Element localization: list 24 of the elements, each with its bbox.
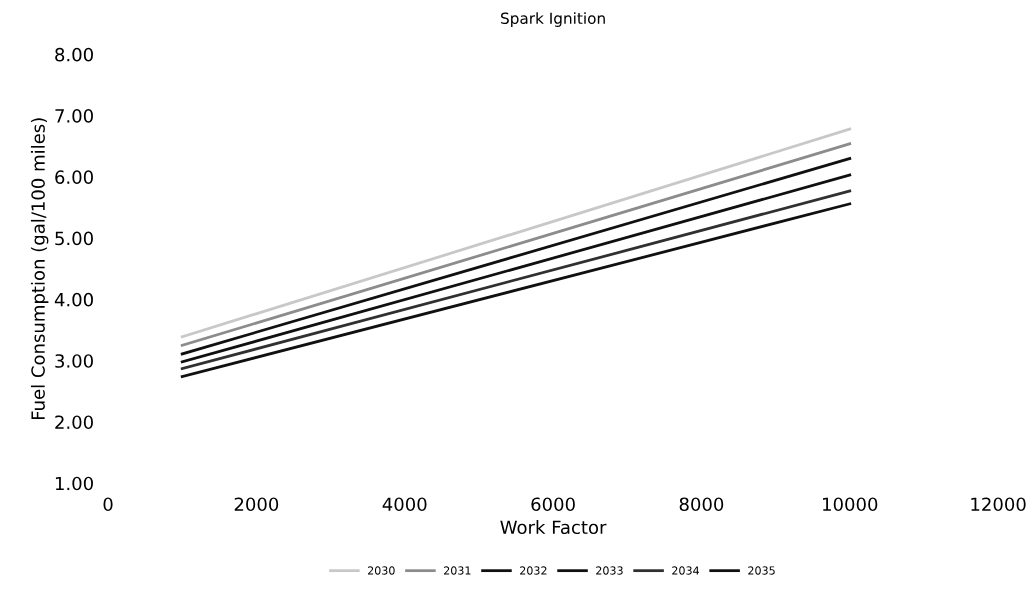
y-tick-label: 8.00: [55, 47, 93, 62]
x-tick-label: 6000: [531, 497, 575, 512]
x-tick-label: 12000: [971, 497, 1026, 512]
x-tick-label: 0: [103, 497, 113, 512]
legend-label: 2031: [444, 566, 471, 575]
x-tick-label: 2000: [234, 497, 279, 512]
legend-label: 2034: [672, 566, 700, 575]
y-axis-title: Fuel Consumption (gal/100 miles): [30, 118, 49, 420]
x-tick-label: 8000: [679, 497, 724, 512]
y-tick-label: 1.00: [55, 476, 93, 491]
y-tick-label: 6.00: [55, 170, 93, 184]
legend-label: 2030: [367, 566, 395, 575]
y-tick-label: 3.00: [55, 354, 93, 368]
y-tick-label: 5.00: [55, 231, 93, 246]
y-tick-label: 7.00: [55, 109, 93, 123]
y-tick-label: 2.00: [55, 415, 93, 430]
chart-title: Spark Ignition: [501, 12, 605, 27]
legend-label: 2035: [748, 566, 775, 575]
y-tick-label: 4.00: [54, 292, 93, 307]
x-axis-title: Work Factor: [500, 520, 607, 535]
legend-label: 2033: [596, 566, 623, 575]
legend-label: 2032: [520, 566, 547, 575]
x-tick-label: 4000: [382, 497, 427, 512]
x-tick-label: 10000: [823, 497, 878, 512]
